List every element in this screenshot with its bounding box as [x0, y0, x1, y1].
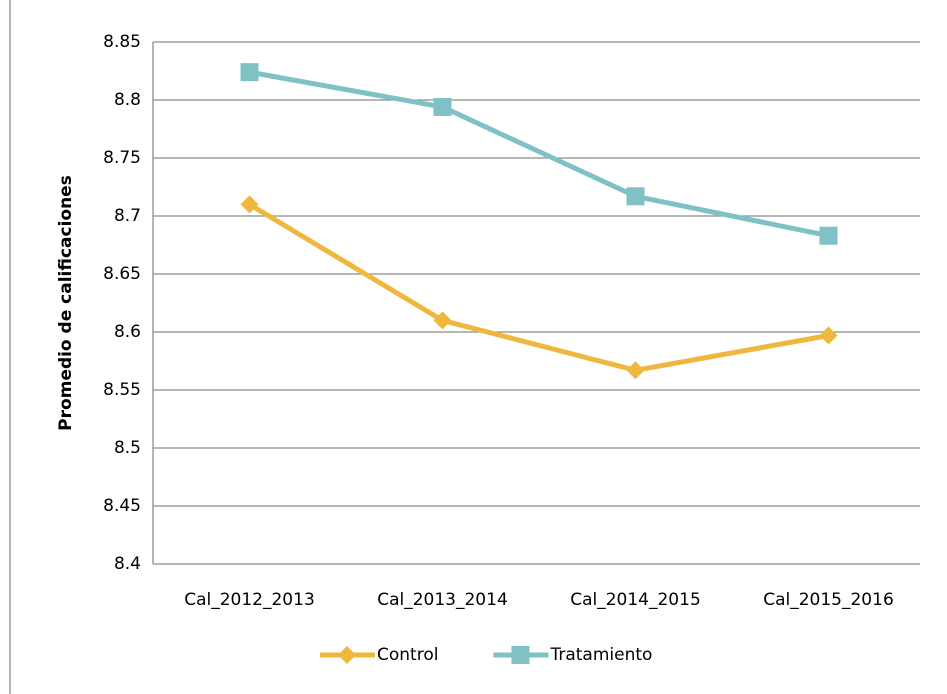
marker: [819, 326, 838, 345]
y-tick-label: 8.4: [114, 554, 141, 574]
marker: [338, 646, 356, 664]
series-line: [248, 202, 829, 373]
legend-label: Tratamiento: [549, 645, 652, 665]
marker: [819, 226, 838, 245]
y-tick-label: 8.5: [114, 438, 141, 458]
y-tick-label: 8.75: [103, 148, 141, 168]
x-tick-label: Cal_2014_2015: [570, 590, 701, 610]
y-tick-label: 8.65: [103, 264, 141, 284]
y-tick-label: 8.45: [103, 496, 141, 516]
x-tick-label: Cal_2015_2016: [763, 590, 894, 610]
marker: [240, 63, 259, 82]
marker: [240, 195, 259, 214]
y-tick-label: 8.6: [114, 322, 141, 342]
x-tick-label: Cal_2013_2014: [377, 590, 508, 610]
marker: [626, 187, 645, 206]
marker: [433, 311, 452, 330]
legend-label: Control: [377, 645, 438, 665]
y-tick-label: 8.55: [103, 380, 141, 400]
marker: [433, 97, 452, 116]
y-axis-label: Promedio de calificaciones: [56, 175, 76, 431]
marker: [626, 361, 645, 380]
x-tick-label: Cal_2012_2013: [184, 590, 315, 610]
series-line: [249, 69, 830, 239]
marker: [511, 646, 530, 664]
y-tick-label: 8.85: [103, 32, 141, 52]
y-tick-label: 8.8: [114, 90, 141, 110]
y-tick-label: 8.7: [114, 206, 141, 226]
